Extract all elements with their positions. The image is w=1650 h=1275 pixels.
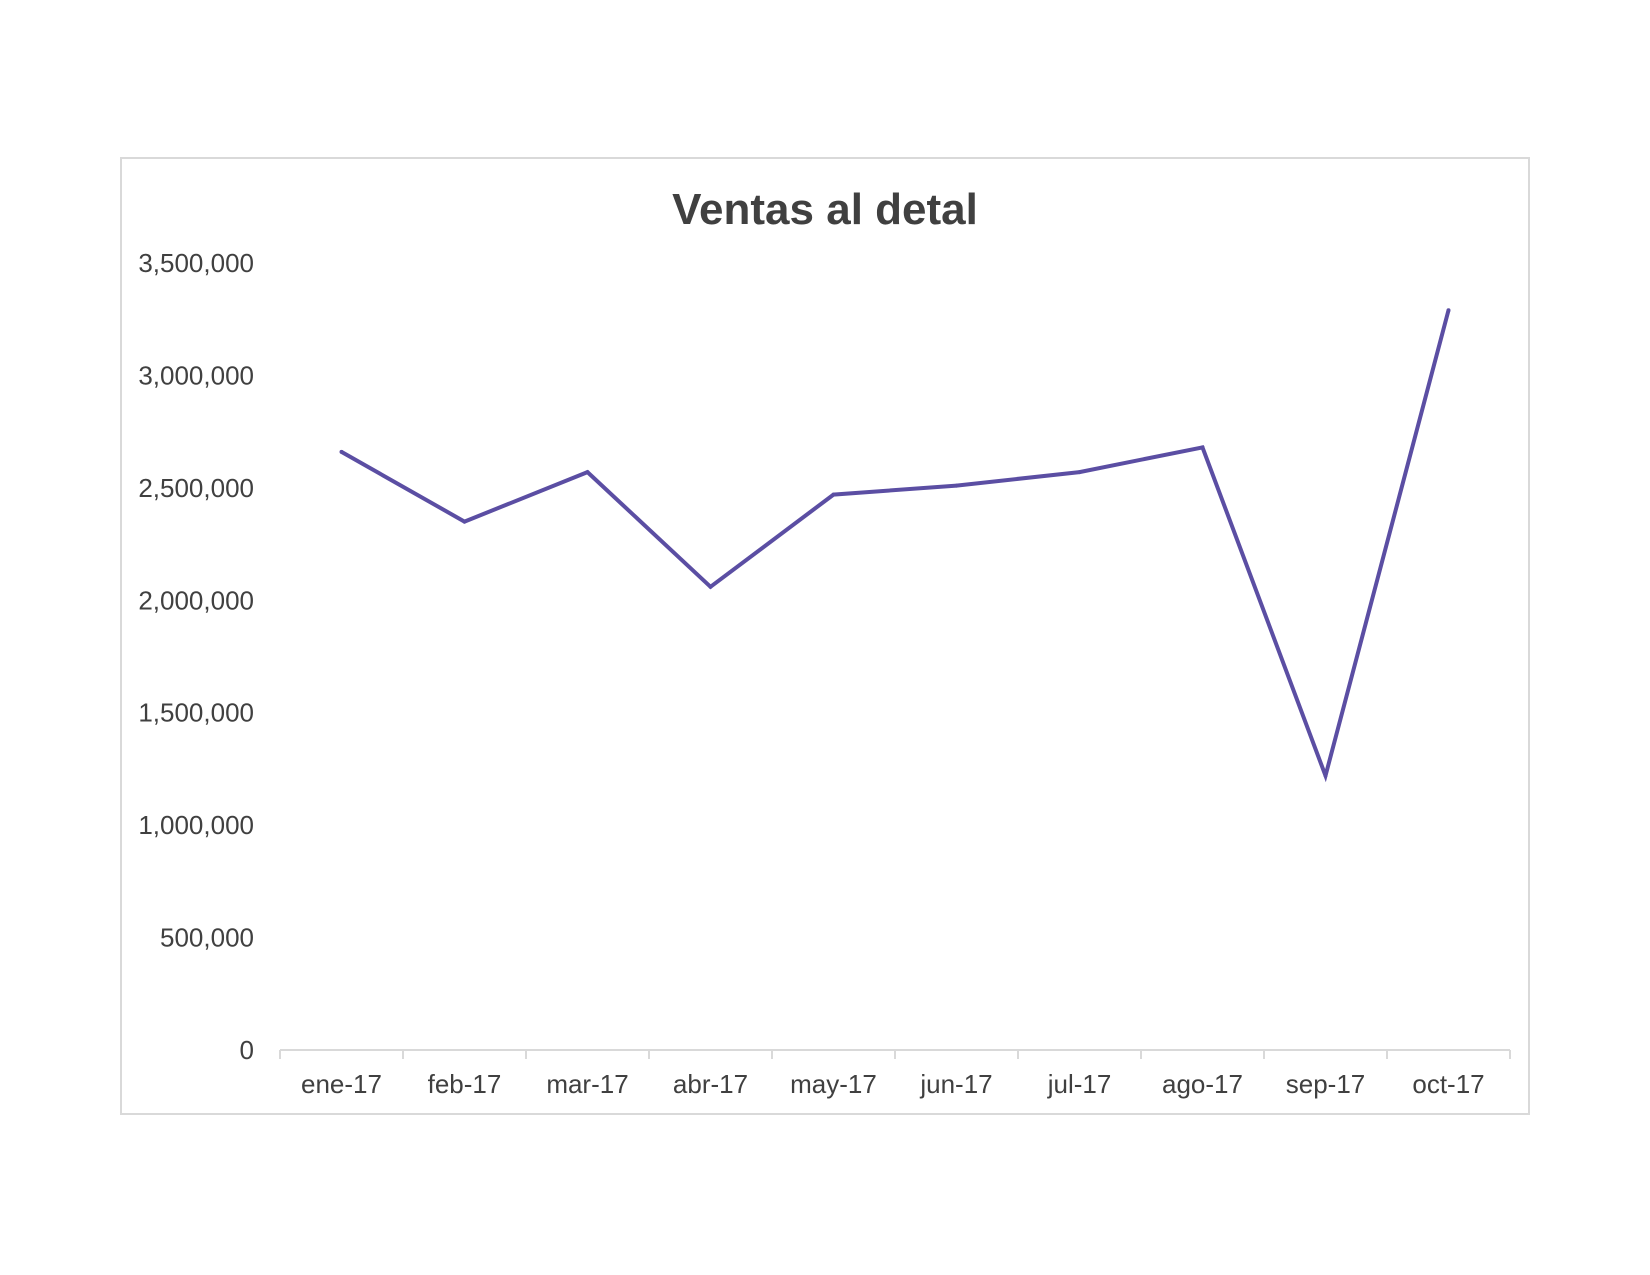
data-point	[1077, 470, 1082, 475]
x-tick-label: jun-17	[919, 1069, 992, 1099]
data-point	[339, 449, 344, 454]
data-point	[831, 492, 836, 497]
data-point	[954, 483, 959, 488]
data-point	[1200, 445, 1205, 450]
x-tick-label: ene-17	[301, 1069, 382, 1099]
y-tick-label: 2,000,000	[138, 585, 254, 615]
y-tick-label: 1,500,000	[138, 698, 254, 728]
y-tick-label: 1,000,000	[138, 810, 254, 840]
y-tick-label: 2,500,000	[138, 473, 254, 503]
x-tick-label: ago-17	[1162, 1069, 1243, 1099]
chart-frame	[120, 157, 1530, 1115]
chart-title: Ventas al detal	[672, 185, 978, 234]
x-tick-label: sep-17	[1286, 1069, 1366, 1099]
y-tick-label: 500,000	[160, 923, 254, 953]
y-tick-label: 3,000,000	[138, 360, 254, 390]
data-point	[1323, 773, 1328, 778]
x-tick-label: oct-17	[1412, 1069, 1484, 1099]
series-group	[339, 308, 1451, 783]
data-point	[708, 584, 713, 589]
data-point	[1446, 308, 1451, 313]
y-tick-label: 0	[240, 1035, 254, 1065]
x-axis: ene-17 feb-17 mar-17 abr-17 may-17 jun-17 jul-…	[279, 1049, 1511, 1099]
y-axis-labels: 0 500,000 1,000,000 1,500,000 2,000,000 2,500…	[138, 248, 254, 1065]
y-tick-label: 3,500,000	[138, 248, 254, 278]
x-tick-label: abr-17	[673, 1069, 748, 1099]
data-point	[462, 519, 467, 524]
x-tick-label: mar-17	[546, 1069, 628, 1099]
series-line	[340, 309, 1451, 783]
x-tick-label: feb-17	[428, 1069, 502, 1099]
x-tick-label: jul-17	[1047, 1069, 1112, 1099]
data-point	[585, 470, 590, 475]
x-tick-label: may-17	[790, 1069, 877, 1099]
